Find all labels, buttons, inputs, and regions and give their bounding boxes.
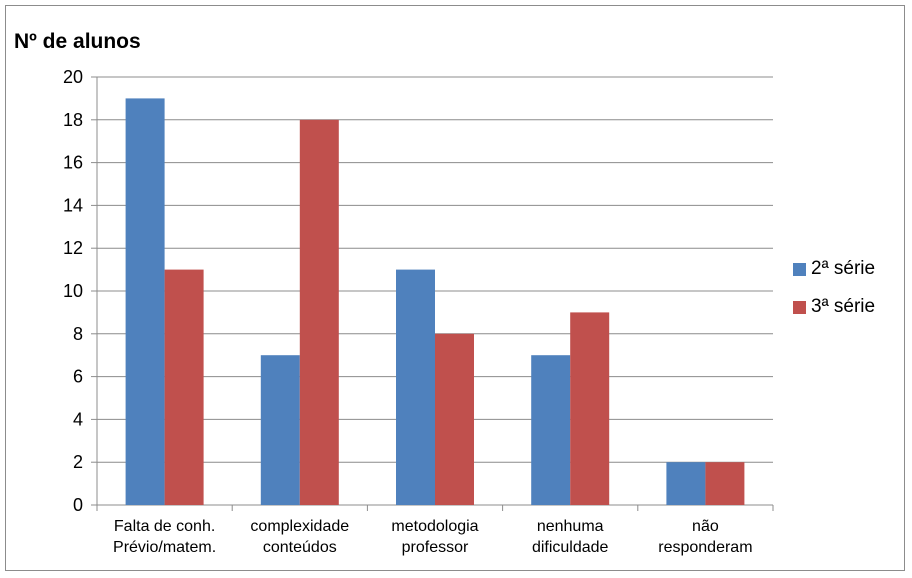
y-tick-label: 20 xyxy=(63,67,83,87)
legend-item-2a-serie: 2ª série xyxy=(793,255,875,283)
x-category-label: Falta de conh. xyxy=(114,518,215,535)
bar-2a-serie xyxy=(260,355,300,505)
x-category-label: dificuldade xyxy=(532,539,609,556)
x-category-label: responderam xyxy=(658,539,752,556)
bar-2a-serie xyxy=(125,98,165,506)
x-category-label: metodologia xyxy=(391,518,478,535)
y-tick-label: 8 xyxy=(73,324,83,344)
legend-label-3a-serie: 3ª série xyxy=(811,296,876,317)
y-tick-label: 14 xyxy=(63,195,83,215)
x-category-label: Prévio/matem. xyxy=(113,539,216,556)
legend-swatch-3a-serie xyxy=(793,300,806,314)
y-tick-label: 12 xyxy=(63,238,83,258)
legend-item-3a-serie: 3ª série xyxy=(793,293,875,321)
bar-3a-serie xyxy=(705,462,745,505)
bar-3a-serie xyxy=(435,333,474,505)
y-tick-label: 10 xyxy=(63,281,83,301)
legend-swatch-2a-serie xyxy=(793,262,806,276)
y-tick-label: 18 xyxy=(63,110,83,130)
bar-2a-serie xyxy=(666,462,706,505)
y-tick-label: 16 xyxy=(63,153,83,173)
bar-2a-serie xyxy=(531,355,571,505)
legend-label-2a-serie: 2ª série xyxy=(811,258,876,279)
y-tick-label: 2 xyxy=(73,452,83,472)
x-category-label: conteúdos xyxy=(263,539,337,556)
bar-2a-serie xyxy=(396,269,435,505)
bar-3a-serie xyxy=(570,312,610,505)
legend: 2ª série 3ª série xyxy=(793,255,875,331)
bar-3a-serie xyxy=(299,119,339,506)
x-category-label: nenhuma xyxy=(537,518,604,535)
bar-3a-serie xyxy=(164,269,204,505)
y-tick-label: 6 xyxy=(73,367,83,387)
y-tick-label: 0 xyxy=(73,495,83,515)
y-tick-label: 4 xyxy=(73,409,83,429)
x-category-label: professor xyxy=(402,539,469,556)
x-category-label: não xyxy=(692,518,719,535)
x-category-label: complexidade xyxy=(250,518,349,535)
y-axis-title: Nº de alunos xyxy=(14,30,141,53)
